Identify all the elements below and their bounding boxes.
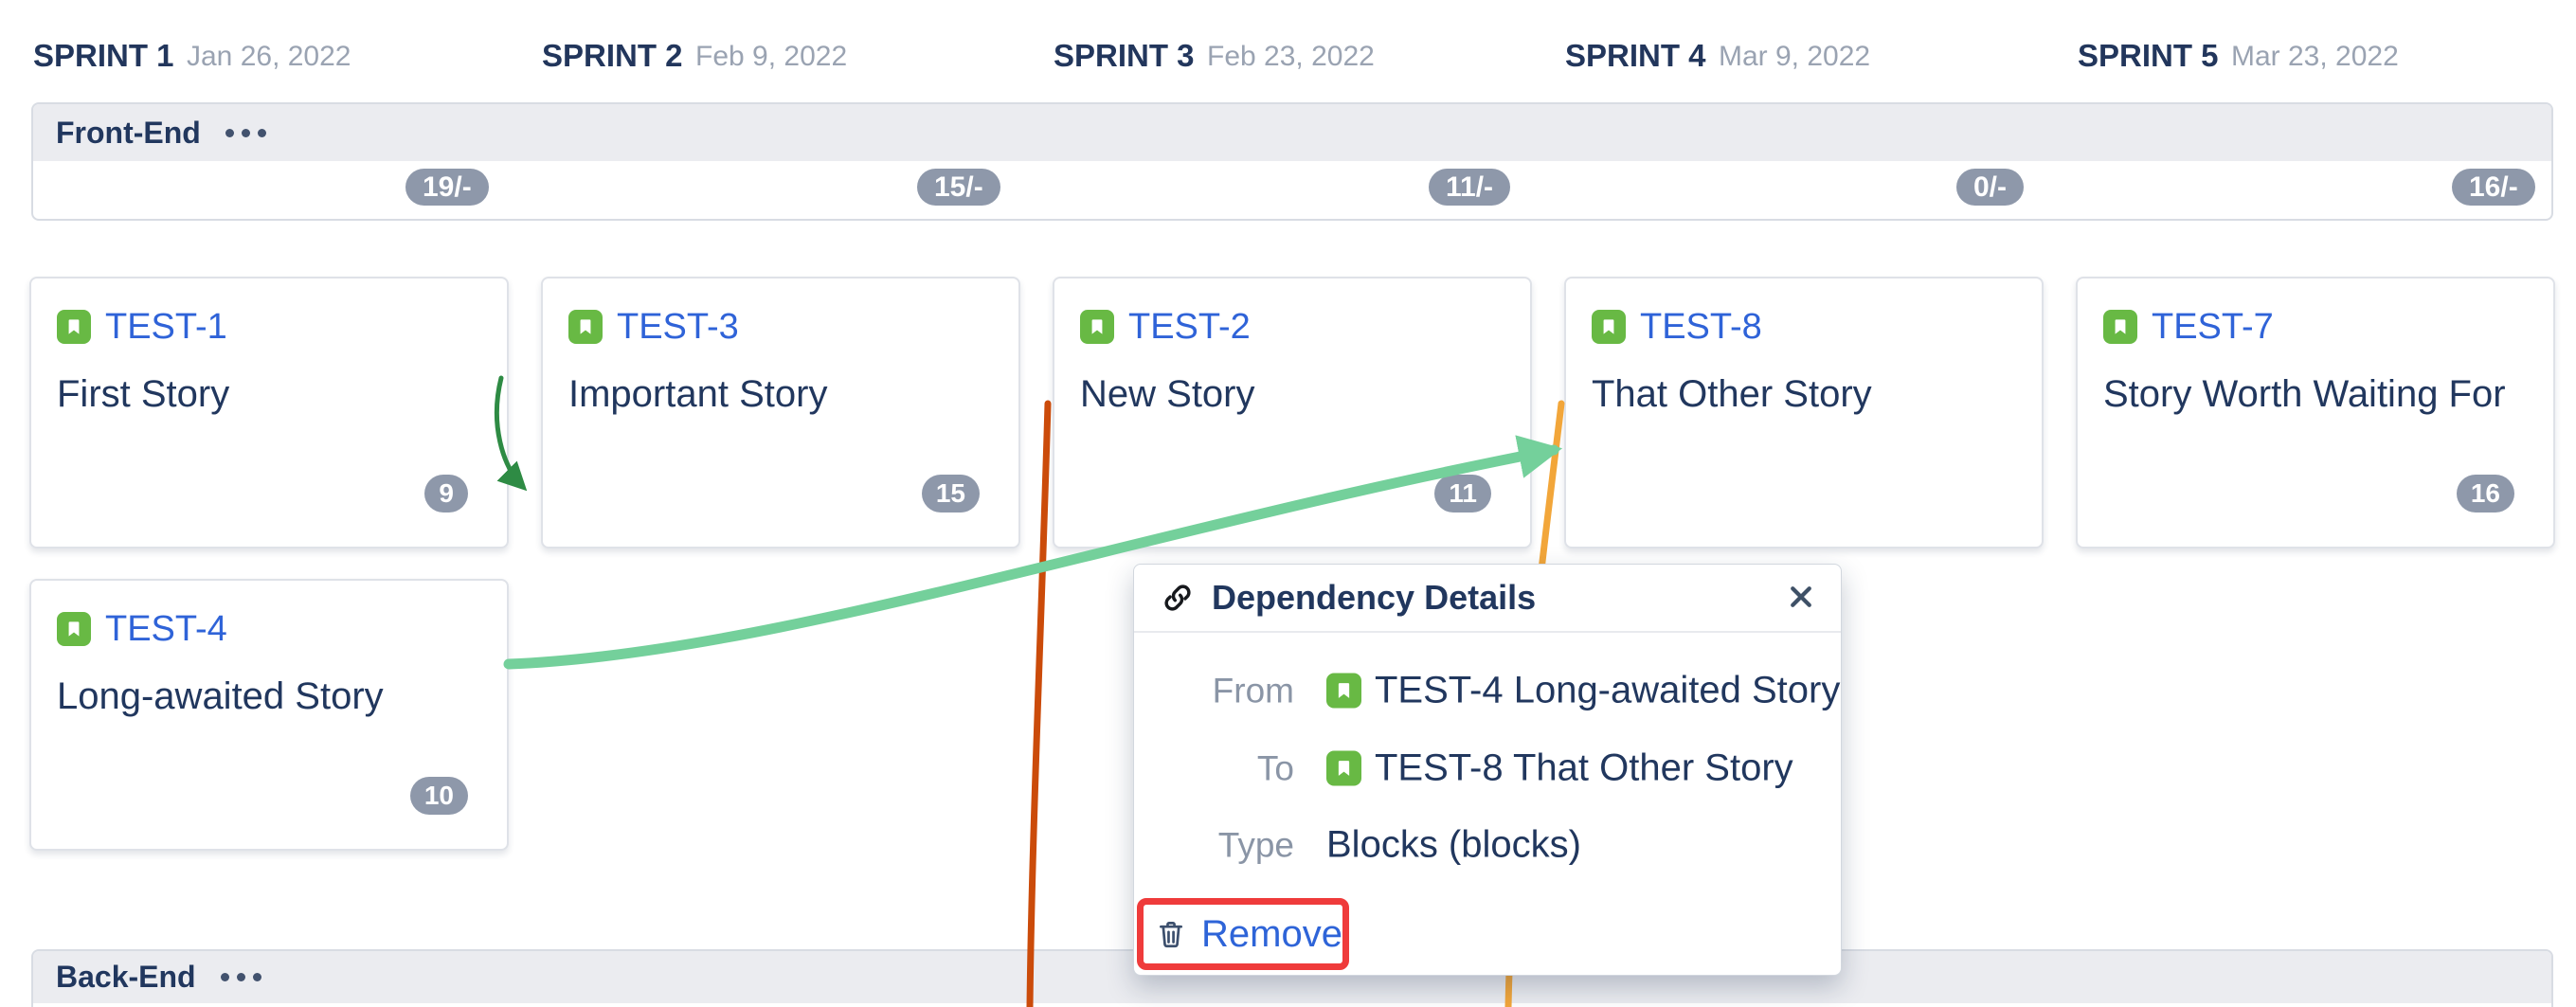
issue-title: New Story — [1080, 373, 1255, 415]
lane-front-end-header: Front-End — [33, 104, 2551, 161]
issue-card-test-7[interactable]: TEST-7 Story Worth Waiting For 16 — [2076, 277, 2555, 548]
story-icon — [568, 310, 603, 344]
capacity-badge-sprint-5: 16/- — [2452, 169, 2535, 206]
close-icon[interactable] — [1779, 575, 1823, 619]
story-icon — [1592, 310, 1626, 344]
issue-title: Long-awaited Story — [57, 675, 384, 717]
story-icon — [57, 310, 91, 344]
sprint-3-label: SPRINT 3 — [1054, 38, 1195, 73]
story-icon — [1326, 673, 1361, 709]
popup-row-to: To TEST-8 That Other Story — [1134, 747, 1841, 790]
sprint-1-date: Jan 26, 2022 — [187, 41, 351, 72]
story-icon — [1326, 750, 1361, 786]
dependency-line-red[interactable] — [1026, 400, 1052, 1007]
story-icon — [1080, 310, 1114, 344]
issue-key-link[interactable]: TEST-2 — [1128, 307, 1251, 347]
issue-key-link[interactable]: TEST-4 — [105, 609, 227, 649]
sprint-2-label: SPRINT 2 — [542, 38, 683, 73]
issue-card-test-4[interactable]: TEST-4 Long-awaited Story 10 — [29, 579, 509, 851]
popup-row-type: Type Blocks (blocks) — [1134, 824, 1841, 867]
estimate-badge: 11 — [1434, 475, 1491, 512]
sprint-5-label: SPRINT 5 — [2078, 38, 2219, 73]
estimate-badge: 10 — [409, 777, 468, 815]
popup-header: Dependency Details — [1134, 565, 1841, 633]
lane-front-end: Front-End — [31, 102, 2553, 221]
estimate-badge: 15 — [921, 475, 980, 512]
issue-key-link[interactable]: TEST-7 — [2152, 307, 2274, 347]
more-options-icon[interactable] — [220, 973, 261, 981]
popup-row-from: From TEST-4 Long-awaited Story — [1134, 670, 1841, 712]
issue-card-test-8[interactable]: TEST-8 That Other Story — [1564, 277, 2044, 548]
capacity-badge-sprint-4: 0/- — [1956, 169, 2025, 206]
sprint-1-label: SPRINT 1 — [33, 38, 174, 73]
capacity-badge-sprint-1: 19/- — [405, 169, 489, 206]
lane-back-end-title: Back-End — [56, 960, 196, 994]
issue-card-test-1[interactable]: TEST-1 First Story 9 — [29, 277, 509, 548]
sprint-3-date: Feb 23, 2022 — [1207, 41, 1375, 72]
dependency-details-popup: Dependency Details From TEST-4 Long-awai… — [1133, 564, 1842, 976]
issue-key-link[interactable]: TEST-1 — [105, 307, 227, 347]
sprint-2-date: Feb 9, 2022 — [695, 41, 848, 72]
issue-title: Important Story — [568, 373, 828, 415]
lane-front-end-title: Front-End — [56, 115, 201, 150]
remove-annotation-box: Remove — [1137, 898, 1349, 970]
sprint-4-date: Mar 9, 2022 — [1719, 41, 1871, 72]
sprint-5-date: Mar 23, 2022 — [2231, 41, 2399, 72]
issue-card-test-3[interactable]: TEST-3 Important Story 15 — [541, 277, 1020, 548]
estimate-badge: 9 — [424, 475, 468, 512]
sprint-4-label: SPRINT 4 — [1565, 38, 1706, 73]
issue-card-test-2[interactable]: TEST-2 New Story 11 — [1053, 277, 1532, 548]
story-icon — [57, 612, 91, 646]
issue-title: First Story — [57, 373, 230, 415]
to-issue: TEST-8 That Other Story — [1375, 746, 1793, 789]
from-issue: TEST-4 Long-awaited Story — [1375, 669, 1841, 711]
story-icon — [2103, 310, 2137, 344]
issue-key-link[interactable]: TEST-8 — [1640, 307, 1762, 347]
type-label: Type — [1217, 825, 1294, 864]
link-icon — [1164, 584, 1191, 611]
more-options-icon[interactable] — [225, 128, 266, 137]
trash-icon — [1160, 922, 1183, 948]
issue-title: Story Worth Waiting For — [2103, 373, 2506, 415]
capacity-badge-sprint-2: 15/- — [917, 169, 1000, 206]
from-label: From — [1212, 671, 1294, 710]
issue-key-link[interactable]: TEST-3 — [617, 307, 739, 347]
to-label: To — [1256, 748, 1294, 787]
type-value: Blocks (blocks) — [1326, 823, 1581, 866]
capacity-badge-sprint-3: 11/- — [1429, 169, 1511, 206]
remove-dependency-button[interactable]: Remove — [1201, 912, 1342, 955]
issue-title: That Other Story — [1592, 373, 1872, 415]
estimate-badge: 16 — [2456, 475, 2514, 512]
popup-title: Dependency Details — [1212, 578, 1537, 617]
